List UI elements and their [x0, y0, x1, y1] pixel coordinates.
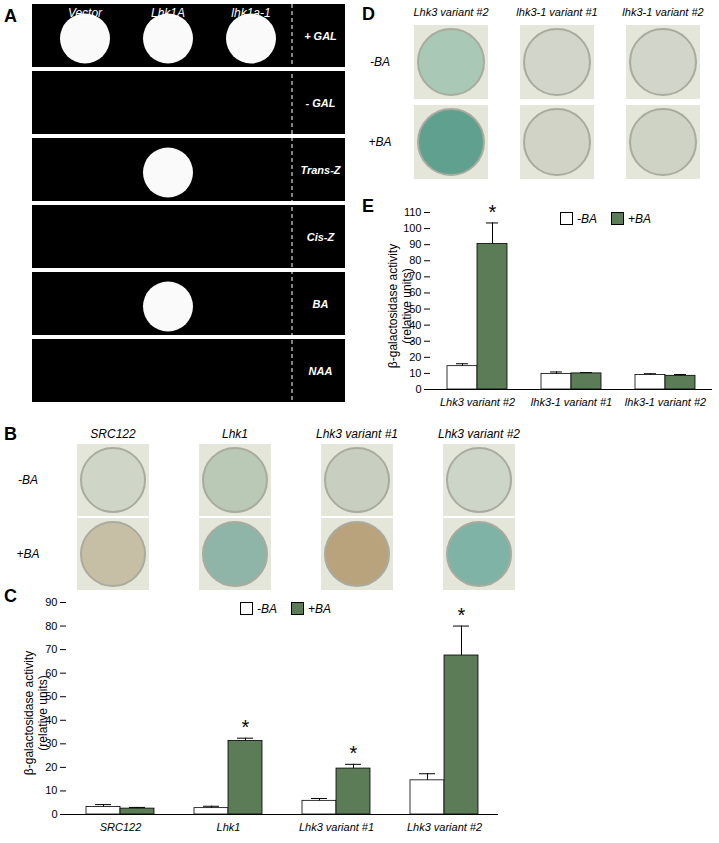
svg-text:90: 90	[409, 238, 421, 250]
svg-text:110: 110	[404, 206, 422, 218]
svg-text:Lhk1: Lhk1	[222, 427, 248, 441]
svg-text:lhk3-1 variant #2: lhk3-1 variant #2	[622, 6, 703, 18]
svg-text:SRC122: SRC122	[100, 821, 142, 833]
svg-text:Lhk3 variant #2: Lhk3 variant #2	[413, 6, 488, 18]
svg-text:-BA: -BA	[370, 55, 390, 69]
svg-text:70: 70	[45, 643, 57, 655]
svg-text:- GAL: - GAL	[306, 97, 336, 109]
svg-text:-BA: -BA	[18, 473, 38, 487]
svg-text:Lhk3 variant #1: Lhk3 variant #1	[316, 427, 398, 441]
svg-text:Lhk3 variant #2: Lhk3 variant #2	[440, 396, 515, 408]
svg-text:Lhk1A: Lhk1A	[151, 6, 185, 20]
svg-text:NAA: NAA	[309, 365, 333, 377]
svg-text:Cis-Z: Cis-Z	[307, 231, 336, 243]
svg-text:C: C	[4, 586, 17, 606]
svg-text:lhk3-1 variant #2: lhk3-1 variant #2	[625, 396, 706, 408]
svg-text:*: *	[489, 201, 497, 223]
svg-text:0: 0	[51, 808, 57, 820]
svg-text:B: B	[4, 424, 17, 444]
svg-text:100: 100	[403, 222, 421, 234]
svg-text:lhk3-1 variant #1: lhk3-1 variant #1	[516, 6, 597, 18]
svg-text:*: *	[458, 604, 466, 626]
svg-text:+BA: +BA	[16, 547, 39, 561]
svg-text:*: *	[242, 716, 250, 738]
svg-text:Trans-Z: Trans-Z	[300, 164, 341, 176]
svg-text:20: 20	[45, 761, 57, 773]
svg-text:80: 80	[409, 254, 421, 266]
svg-text:*: *	[350, 742, 358, 764]
svg-text:SRC122: SRC122	[90, 427, 136, 441]
svg-text:BA: BA	[313, 298, 329, 310]
svg-text:Lhk3 variant #2: Lhk3 variant #2	[407, 821, 482, 833]
svg-text:80: 80	[45, 620, 57, 632]
svg-text:A: A	[4, 6, 17, 26]
svg-text:10: 10	[45, 784, 57, 796]
svg-text:lhk3-1 variant #1: lhk3-1 variant #1	[531, 396, 612, 408]
svg-text:lhk1a-1: lhk1a-1	[231, 6, 270, 20]
svg-text:90: 90	[45, 596, 57, 608]
svg-text:0: 0	[415, 383, 421, 395]
svg-text:E: E	[362, 196, 374, 216]
svg-text:Lhk3 variant #2: Lhk3 variant #2	[438, 427, 520, 441]
svg-text:10: 10	[409, 367, 421, 379]
svg-text:D: D	[362, 4, 375, 24]
svg-text:Lhk1: Lhk1	[217, 821, 241, 833]
svg-text:20: 20	[409, 351, 421, 363]
svg-text:Lhk3 variant #1: Lhk3 variant #1	[299, 821, 374, 833]
svg-text:+ GAL: + GAL	[304, 30, 337, 42]
svg-text:+BA: +BA	[368, 135, 391, 149]
svg-text:Vector: Vector	[68, 6, 103, 20]
